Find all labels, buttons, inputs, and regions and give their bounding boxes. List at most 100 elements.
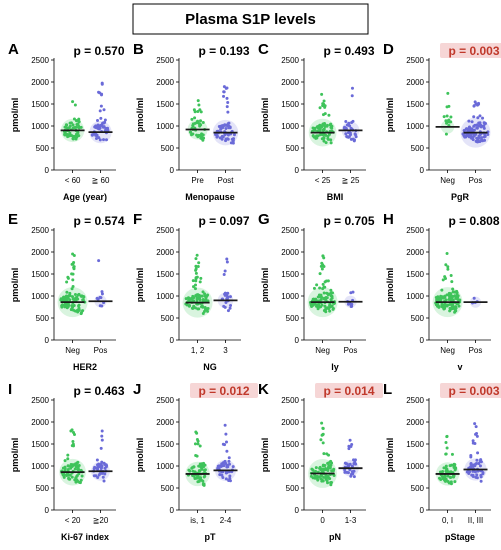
y-tick-label: 500 — [161, 484, 175, 493]
y-tick-label: 1000 — [156, 292, 174, 301]
data-point — [319, 305, 323, 309]
y-tick-label: 500 — [36, 314, 50, 323]
data-point — [311, 297, 315, 301]
data-point — [471, 439, 475, 443]
data-point — [194, 264, 198, 268]
data-point — [323, 304, 327, 308]
y-tick-label: 2500 — [281, 396, 299, 405]
data-point — [312, 286, 316, 290]
data-point — [224, 126, 228, 130]
panel-letter: A — [8, 41, 19, 58]
y-tick-label: 2000 — [406, 248, 424, 257]
data-point — [220, 134, 224, 138]
data-point — [447, 118, 451, 122]
y-tick-label: 2500 — [281, 56, 299, 65]
data-point — [96, 476, 100, 480]
data-point — [76, 479, 80, 483]
data-point — [311, 468, 315, 472]
data-point — [328, 309, 332, 313]
data-point — [66, 457, 70, 461]
y-tick-label: 2000 — [31, 418, 49, 427]
data-point — [202, 461, 206, 465]
data-point — [203, 469, 207, 473]
data-point — [223, 423, 227, 427]
data-point — [98, 304, 102, 308]
data-point — [352, 462, 356, 466]
y-tick-label: 1500 — [406, 270, 424, 279]
data-point — [454, 466, 458, 470]
x-tick-label: II, III — [468, 516, 484, 525]
data-point — [197, 261, 201, 265]
data-point — [95, 296, 99, 300]
panel-letter: D — [383, 41, 394, 58]
y-tick-label: 0 — [45, 166, 50, 175]
data-point — [474, 475, 478, 479]
data-point — [445, 446, 449, 450]
data-point — [206, 299, 210, 303]
y-tick-label: 2000 — [281, 418, 299, 427]
data-point — [193, 442, 197, 446]
data-point — [468, 465, 472, 469]
p-value: p = 0.097 — [198, 214, 249, 228]
data-point — [351, 119, 355, 123]
data-point — [227, 456, 231, 460]
y-tick-label: 0 — [420, 336, 425, 345]
y-tick-label: 0 — [295, 166, 300, 175]
data-point — [475, 458, 479, 462]
data-point — [447, 297, 451, 301]
data-point — [318, 106, 322, 110]
panel-letter: C — [258, 41, 269, 58]
data-point — [191, 279, 195, 283]
data-point — [444, 132, 448, 136]
data-point — [346, 465, 350, 469]
data-point — [321, 104, 325, 108]
data-point — [473, 422, 477, 426]
y-tick-label: 1500 — [281, 440, 299, 449]
data-point — [198, 108, 202, 112]
data-point — [322, 265, 326, 269]
data-point — [226, 291, 230, 295]
data-point — [435, 302, 439, 306]
y-tick-label: 2000 — [281, 248, 299, 257]
data-point — [223, 123, 227, 127]
data-point — [224, 477, 228, 481]
data-point — [198, 298, 202, 302]
data-point — [322, 132, 326, 136]
data-point — [438, 476, 441, 480]
data-point — [191, 296, 195, 300]
p-value: p = 0.808 — [448, 214, 499, 228]
data-point — [71, 126, 75, 130]
data-point — [478, 123, 482, 127]
data-point — [450, 294, 454, 298]
data-point — [320, 295, 324, 299]
data-point — [328, 303, 332, 307]
data-point — [350, 464, 354, 468]
data-point — [320, 92, 324, 96]
data-point — [74, 119, 78, 123]
data-point — [321, 426, 325, 430]
data-point — [78, 481, 82, 485]
data-point — [314, 136, 318, 140]
y-tick-label: 2000 — [156, 78, 174, 87]
data-point — [347, 444, 351, 448]
data-point — [318, 286, 322, 290]
panel-letter: B — [133, 41, 144, 58]
data-point — [100, 429, 104, 433]
x-tick-label: < 20 — [65, 516, 81, 525]
x-tick-label: Pos — [469, 346, 483, 355]
significance-highlight — [440, 43, 501, 58]
data-point — [103, 118, 107, 122]
data-point — [455, 296, 459, 300]
data-point — [66, 133, 70, 137]
data-point — [453, 308, 457, 312]
data-point — [473, 470, 477, 474]
data-point — [323, 105, 327, 109]
data-point — [319, 477, 323, 481]
y-tick-label: 500 — [411, 144, 425, 153]
data-point — [97, 90, 101, 94]
data-point — [228, 474, 232, 478]
data-point — [320, 433, 324, 437]
